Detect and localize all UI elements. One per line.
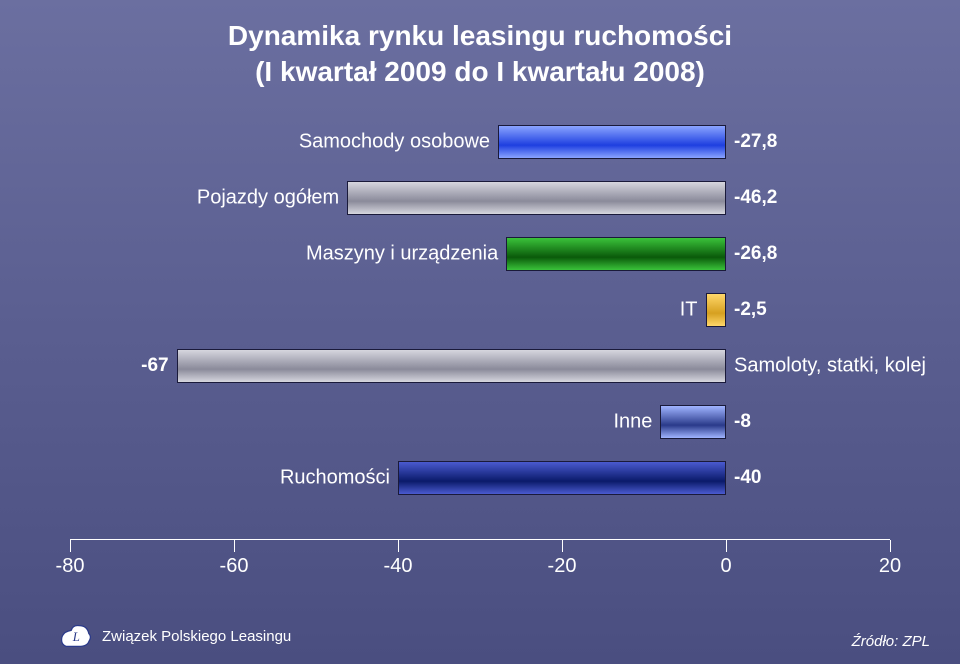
x-axis-line — [70, 539, 890, 540]
plot: Samochody osobowe -27,8 Pojazdy ogółem -46,… — [70, 120, 890, 540]
bar-row: Pojazdy ogółem -46,2 — [70, 176, 890, 220]
logo-icon: L — [60, 622, 92, 650]
footer-source-text: Źródło: ZPL — [852, 633, 930, 650]
bar-value: -46,2 — [734, 187, 777, 209]
bar-value: -2,5 — [734, 299, 767, 321]
title-line2: (I kwartał 2009 do I kwartału 2008) — [255, 56, 705, 87]
x-tick-label: -60 — [220, 555, 249, 578]
bar-row: Maszyny i urządzenia -26,8 — [70, 232, 890, 276]
x-tick-label: -80 — [56, 555, 85, 578]
bar-label: Ruchomości — [280, 467, 390, 490]
x-tick — [726, 540, 727, 552]
bar-row: Samochody osobowe -27,8 — [70, 120, 890, 164]
x-tick — [562, 540, 563, 552]
bar-row: Inne -8 — [70, 400, 890, 444]
svg-text:L: L — [72, 630, 80, 644]
bar-value: -27,8 — [734, 131, 777, 153]
bar-label: Inne — [613, 411, 652, 434]
bar-value: -26,8 — [734, 243, 777, 265]
bar — [706, 293, 727, 327]
footer-org: L Związek Polskiego Leasingu — [60, 622, 291, 650]
x-tick — [234, 540, 235, 552]
bar-label: IT — [680, 299, 698, 322]
bar-value: -67 — [141, 355, 168, 377]
bar-label: Pojazdy ogółem — [197, 187, 339, 210]
bar-value: -40 — [734, 467, 761, 489]
chart-title: Dynamika rynku leasingu ruchomości (I kw… — [0, 18, 960, 91]
bar-value: -8 — [734, 411, 751, 433]
chart-area: Samochody osobowe -27,8 Pojazdy ogółem -46,… — [70, 120, 890, 580]
bar-label: Samochody osobowe — [299, 131, 490, 154]
bar — [498, 125, 726, 159]
bar-label: Maszyny i urządzenia — [306, 243, 498, 266]
footer-org-text: Związek Polskiego Leasingu — [102, 628, 291, 645]
bar — [398, 461, 726, 495]
x-tick-label: -20 — [548, 555, 577, 578]
bar — [660, 405, 726, 439]
x-tick-label: 20 — [879, 555, 901, 578]
x-tick — [398, 540, 399, 552]
bar-row: Samoloty, statki, kolej-67 — [70, 344, 890, 388]
bar — [177, 349, 726, 383]
x-tick — [70, 540, 71, 552]
bar-row: Ruchomości -40 — [70, 456, 890, 500]
title-line1: Dynamika rynku leasingu ruchomości — [228, 20, 732, 51]
x-tick — [890, 540, 891, 552]
bar — [347, 181, 726, 215]
bar — [506, 237, 726, 271]
bar-label: Samoloty, statki, kolej — [734, 355, 926, 378]
x-tick-label: -40 — [384, 555, 413, 578]
x-tick-label: 0 — [720, 555, 731, 578]
bar-row: IT -2,5 — [70, 288, 890, 332]
footer-source: Źródło: ZPL — [852, 633, 930, 650]
